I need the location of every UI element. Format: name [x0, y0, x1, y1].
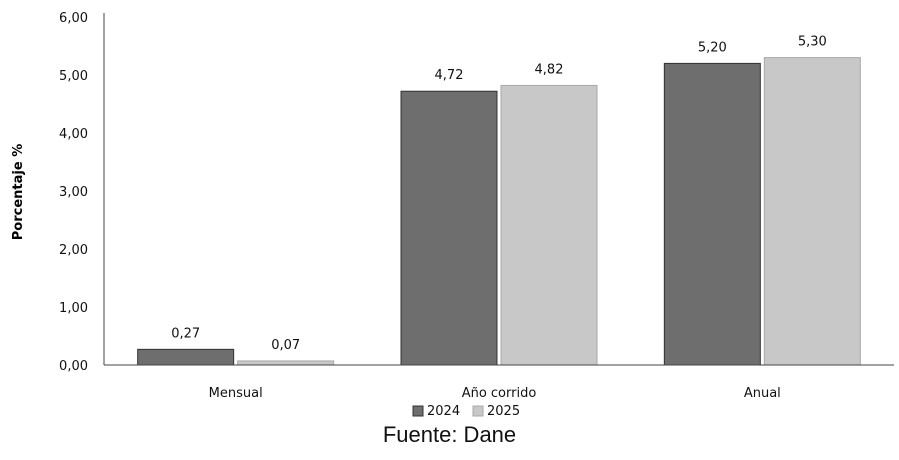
bar-2025-2 — [763, 57, 861, 366]
y-tick-label: 0,00 — [59, 359, 88, 374]
y-axis: 0,00 1,00 2,00 3,00 4,00 5,00 6,00 — [59, 11, 105, 374]
data-label: 0,27 — [171, 326, 200, 341]
legend-entry: 2025 — [487, 404, 520, 419]
bars — [137, 57, 861, 366]
data-label: 5,30 — [798, 35, 827, 50]
y-axis-label: Porcentaje % — [11, 144, 26, 240]
legend-entry: 2024 — [427, 404, 460, 419]
x-tick-label: Año corrido — [462, 386, 537, 401]
bar-2024-2 — [663, 62, 761, 366]
bar-2024-1 — [400, 90, 498, 366]
bar-2025-0 — [237, 360, 335, 366]
x-axis: Mensual Año corrido Anual — [104, 364, 894, 401]
data-label: 4,72 — [435, 68, 464, 83]
legend-swatch-2024 — [412, 405, 424, 417]
source-note: Fuente: Dane — [382, 422, 517, 447]
bar-2024-0 — [137, 348, 235, 366]
x-tick-label: Anual — [744, 386, 781, 401]
y-tick-label: 3,00 — [59, 185, 88, 200]
legend: 2024 2025 — [412, 404, 520, 419]
value-labels: 0,27 0,07 4,72 4,82 5,20 5,30 — [171, 35, 827, 353]
data-label: 4,82 — [535, 62, 564, 77]
y-tick-label: 1,00 — [59, 301, 88, 316]
y-tick-label: 5,00 — [59, 69, 88, 84]
y-tick-label: 4,00 — [59, 127, 88, 142]
y-tick-label: 2,00 — [59, 243, 88, 258]
legend-swatch-2025 — [472, 405, 484, 417]
data-label: 0,07 — [271, 338, 300, 353]
y-tick-label: 6,00 — [59, 11, 88, 26]
bar-2025-1 — [500, 84, 598, 366]
x-tick-label: Mensual — [209, 386, 263, 401]
data-label: 5,20 — [698, 40, 727, 55]
